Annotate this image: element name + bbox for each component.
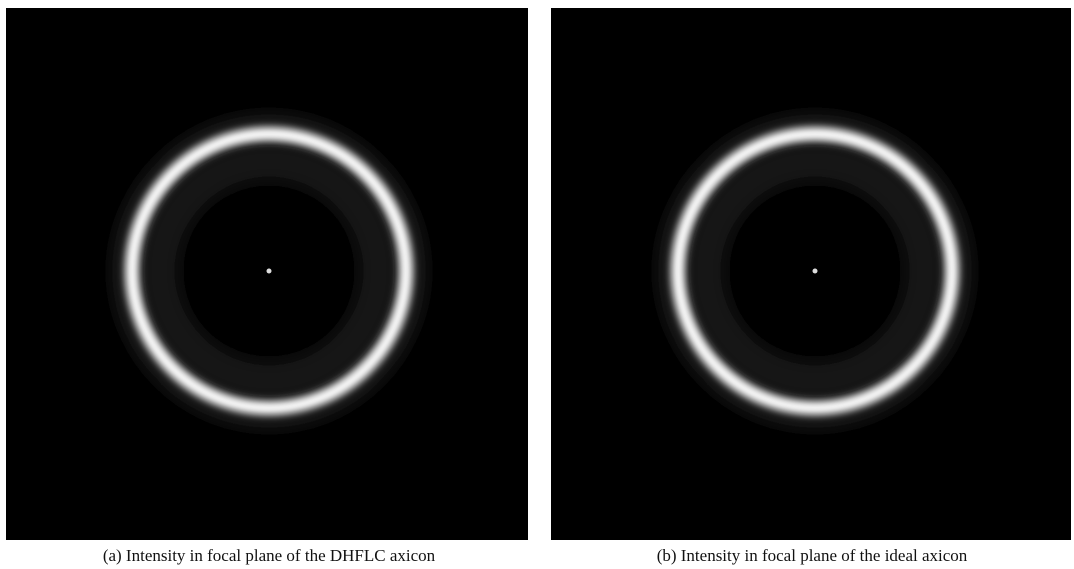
page: (a) Intensity in focal plane of the DHFL…: [0, 0, 1074, 569]
figure: (a) Intensity in focal plane of the DHFL…: [0, 0, 1074, 569]
caption: (a) Intensity in focal plane of the DHFL…: [103, 546, 436, 565]
center-spot: [813, 269, 818, 274]
image-background: [6, 8, 528, 540]
panel-a: (a) Intensity in focal plane of the DHFL…: [6, 8, 528, 565]
panel-b: (b) Intensity in focal plane of the idea…: [551, 8, 1071, 565]
caption: (b) Intensity in focal plane of the idea…: [657, 546, 968, 565]
center-spot: [267, 269, 272, 274]
image-background: [551, 8, 1071, 540]
